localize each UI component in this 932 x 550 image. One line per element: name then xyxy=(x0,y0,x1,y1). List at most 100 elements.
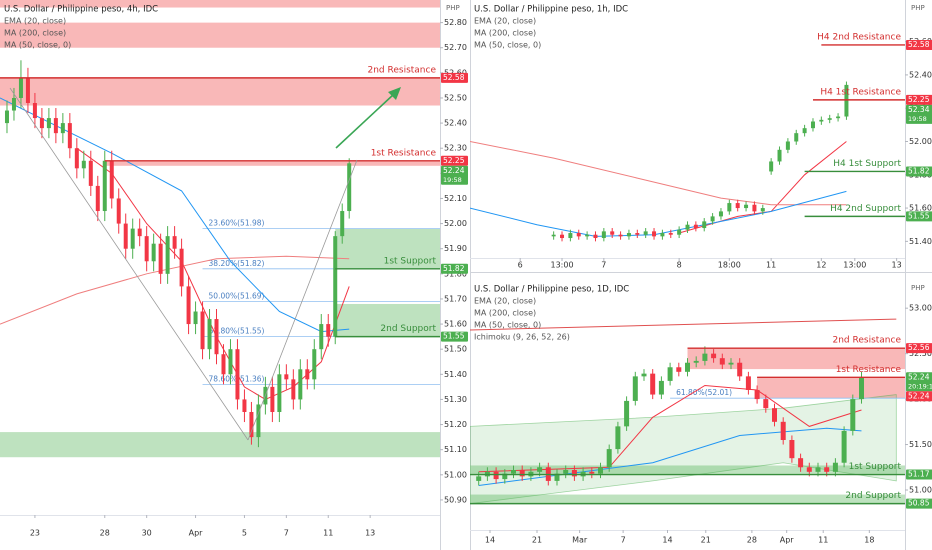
zone xyxy=(0,22,440,48)
price-tag-label: 52.56 xyxy=(908,343,930,352)
candle-body xyxy=(798,458,804,468)
level-label: H4 2nd Resistance xyxy=(817,32,901,42)
currency-label: PHP xyxy=(911,4,925,12)
candle-body xyxy=(728,362,734,365)
zone xyxy=(757,377,905,399)
price-tag-label: 52.24 xyxy=(443,166,465,175)
candle-body xyxy=(702,221,707,229)
candle-body xyxy=(593,234,598,239)
price-tag xyxy=(906,166,932,177)
x-tick-label: 7 xyxy=(284,529,289,538)
x-tick-label: 13 xyxy=(365,529,375,538)
candle-body xyxy=(589,471,595,474)
candle-body xyxy=(551,234,556,237)
zone xyxy=(335,228,440,269)
candle-body xyxy=(719,358,725,365)
candle-body xyxy=(693,360,699,363)
candle-body xyxy=(4,110,9,124)
x-tick-label: 28 xyxy=(100,529,110,538)
level-label: 1st Resistance xyxy=(371,148,437,158)
x-tick-label: 21 xyxy=(701,536,711,545)
price-tag-time: 20:19:18 xyxy=(908,382,932,390)
candle-body xyxy=(772,408,777,422)
legend-entry: EMA (20, close) xyxy=(474,297,536,306)
candle-body xyxy=(249,412,254,438)
level-label: 2nd Resistance xyxy=(832,336,901,346)
candle-body xyxy=(88,160,93,186)
legend-entry: MA (50, close, 0) xyxy=(474,321,541,330)
candle-body xyxy=(643,231,648,235)
y-tick-label: 52.10 xyxy=(444,194,467,203)
candle-body xyxy=(752,204,757,212)
y-tick-label: 52.00 xyxy=(444,219,467,228)
candle-body xyxy=(193,311,198,325)
candle-body xyxy=(95,185,100,212)
candle-body xyxy=(844,84,849,117)
candle-body xyxy=(635,233,640,235)
level-label: 1st Support xyxy=(384,256,437,266)
candle-body xyxy=(585,234,590,237)
indicator-line xyxy=(76,147,350,400)
y-tick-label: 51.80 xyxy=(444,269,467,278)
price-tag-time: 19:58 xyxy=(443,176,462,184)
fib-label: 23.60%(51.98) xyxy=(209,219,265,228)
candle-body xyxy=(576,233,581,237)
price-tag-label: 52.58 xyxy=(443,73,465,82)
candle-body xyxy=(735,203,740,209)
candle-body xyxy=(650,373,656,395)
candle-body xyxy=(693,224,698,229)
y-tick-label: 51.10 xyxy=(444,445,467,454)
level-label: 1st Support xyxy=(849,462,902,472)
candle-body xyxy=(618,234,623,237)
y-tick-label: 51.40 xyxy=(909,237,932,246)
candle-body xyxy=(769,161,774,172)
zone xyxy=(104,160,440,166)
price-tag xyxy=(906,94,932,105)
candle-body xyxy=(319,324,324,350)
x-tick-label: 11 xyxy=(323,529,333,538)
price-tag xyxy=(441,263,468,274)
candle-body xyxy=(836,116,841,119)
candle-body xyxy=(760,208,765,212)
price-tag-label: 52.58 xyxy=(908,40,930,49)
candle-body xyxy=(493,471,499,480)
level-label: 2nd Resistance xyxy=(367,65,436,75)
fib-label: 61.80%(51.55) xyxy=(209,327,265,336)
y-tick-label: 51.90 xyxy=(444,244,467,253)
panel: H4 2nd Resistance H4 1st Resistance H4 1st… xyxy=(470,4,932,270)
x-tick-label: 5 xyxy=(242,529,247,538)
candle-body xyxy=(158,243,163,274)
candle-body xyxy=(25,77,30,103)
candle-body xyxy=(221,354,226,375)
candle-body xyxy=(214,319,219,355)
x-tick-label: 11 xyxy=(818,536,828,545)
candle-body xyxy=(81,160,86,169)
indicator-line xyxy=(478,427,862,486)
candle-body xyxy=(277,374,282,412)
candle-body xyxy=(340,211,345,237)
x-tick-label: 18 xyxy=(864,536,874,545)
candle-body xyxy=(144,236,149,262)
zone xyxy=(0,77,440,106)
price-tag-time: 19:58 xyxy=(908,115,927,123)
arrow-head xyxy=(388,87,401,100)
y-tick-label: 50.90 xyxy=(444,495,467,504)
x-tick-label: 13 xyxy=(892,261,902,270)
candle-body xyxy=(333,236,338,337)
candle-body xyxy=(53,118,58,134)
x-tick-label: 14 xyxy=(662,536,672,545)
candle-body xyxy=(537,467,543,472)
x-tick-label: Apr xyxy=(780,536,795,545)
level-label: 2nd Support xyxy=(845,491,901,501)
y-tick-label: 52.70 xyxy=(444,43,467,52)
candle-body xyxy=(850,399,856,431)
arrow xyxy=(335,93,395,149)
candle-body xyxy=(610,231,615,235)
price-tag-label: 52.24 xyxy=(908,372,930,381)
x-tick-label: 11 xyxy=(766,261,776,270)
legend-entry: MA (50, close, 0) xyxy=(474,41,541,50)
x-tick-label: 18:00 xyxy=(718,261,741,270)
fib-label: 61.80%(52.01) xyxy=(676,388,732,397)
